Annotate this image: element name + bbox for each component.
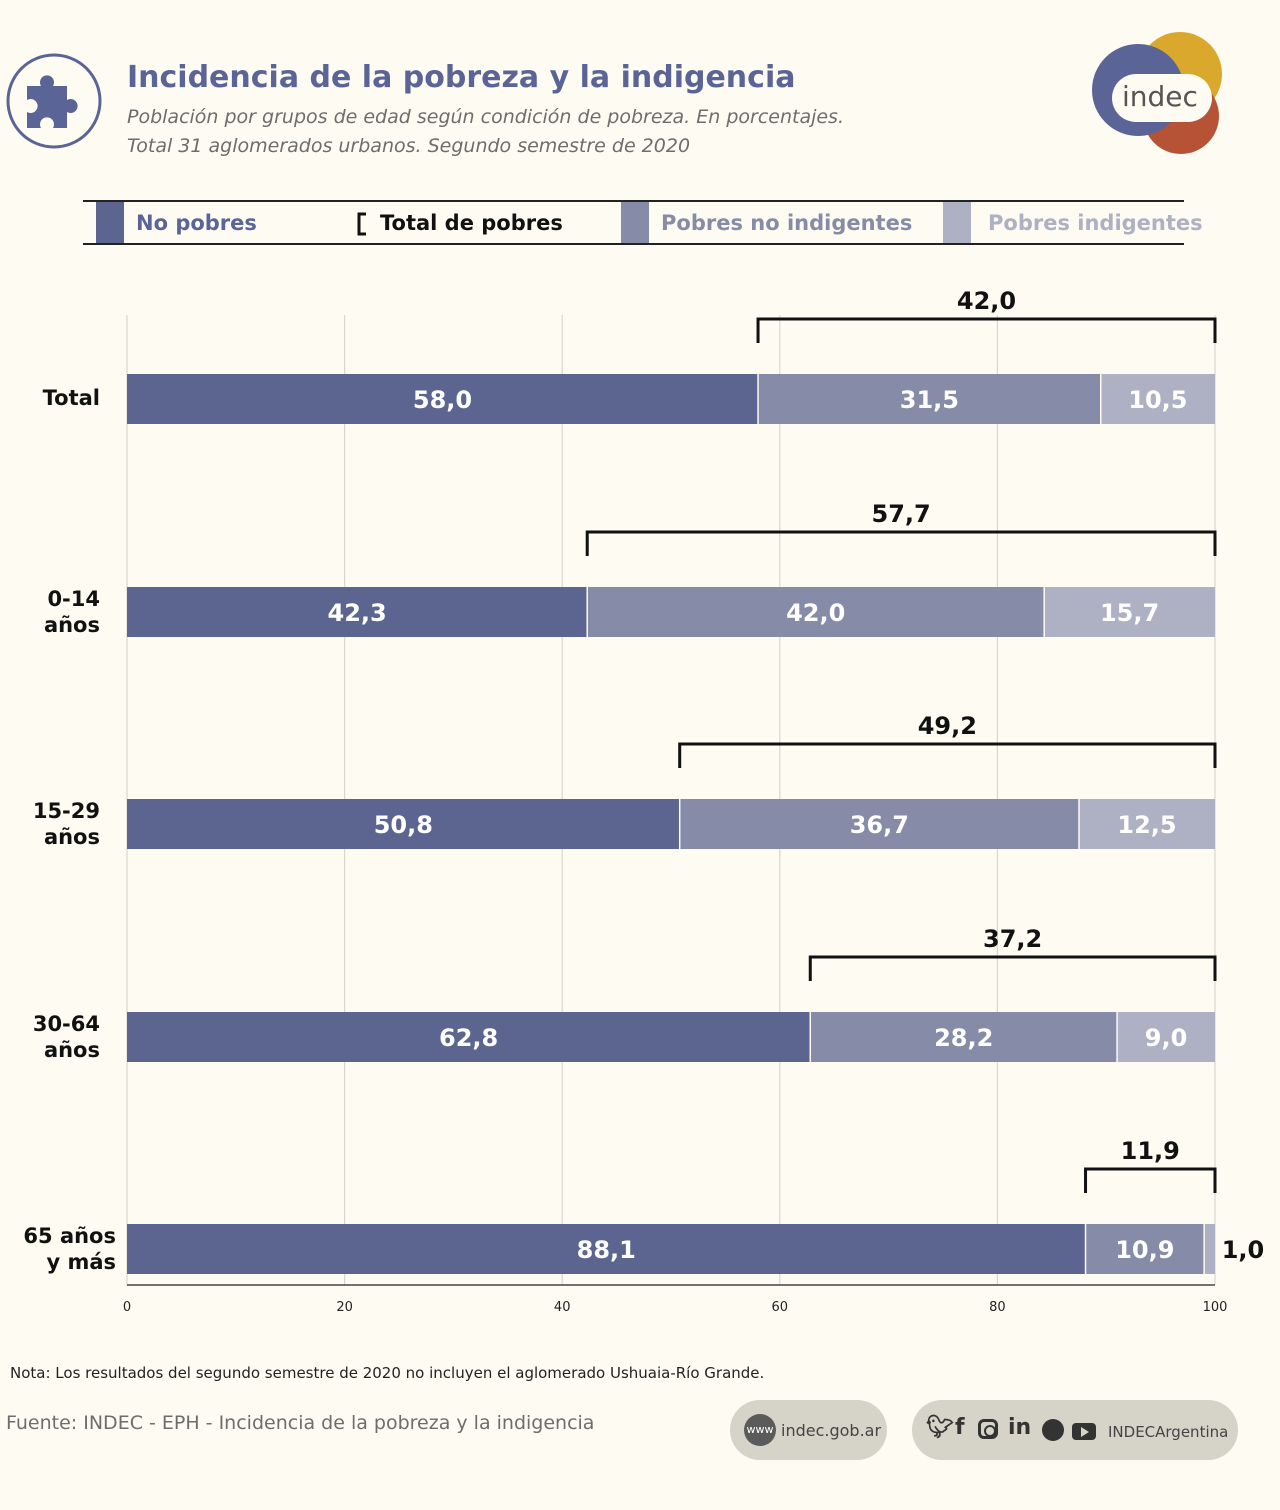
indec-logo-text: indec [1122,80,1198,113]
bar-pobres-no-indigentes-3 [810,1012,1118,1062]
twitter-icon[interactable]: 🐦︎ [926,1415,954,1440]
category-label-3-0: 30-64 [33,1012,100,1036]
legend-swatch-pobres-no-indigentes [621,202,649,243]
category-label-1-0: 0-14 [47,587,100,611]
bar-no-pobres-0 [127,374,759,424]
category-label-4-0: 65 años [23,1224,116,1248]
spotify-icon[interactable] [1042,1419,1064,1441]
data-label-pobres-no-indigentes-4: 10,9 [1115,1236,1174,1264]
indec-logo: indec [1088,30,1228,160]
legend-swatch-no-pobres [96,202,124,243]
data-label-pobres-indigentes-2: 12,5 [1117,811,1176,839]
bar-pobres-indigentes-3 [1117,1012,1215,1062]
x-tick-label-80: 80 [989,1300,1006,1315]
data-label-no-pobres-3: 62,8 [439,1024,498,1052]
data-label-pobres-indigentes-0: 10,5 [1128,386,1187,414]
total-label-2: 49,2 [918,712,977,740]
footnote: Nota: Los resultados del segundo semestr… [10,1364,765,1382]
social-handle: INDECArgentina [1108,1423,1229,1441]
data-label-pobres-no-indigentes-0: 31,5 [900,386,959,414]
bar-pobres-indigentes-1 [1044,587,1215,637]
legend-label-pobres-indigentes: Pobres indigentes [988,211,1203,235]
total-label-4: 11,9 [1121,1137,1180,1165]
legend: No pobres Total de pobres Pobres no indi… [83,200,1203,245]
legend-swatch-pobres-indigentes [943,202,971,243]
bar-no-pobres-2 [127,799,680,849]
category-label-3-1: años [44,1038,100,1062]
data-label-pobres-indigentes-4: 1,0 [1222,1236,1265,1264]
website-text: indec.gob.ar [781,1421,882,1440]
total-label-0: 42,0 [957,287,1016,315]
total-bracket-1 [585,530,1217,556]
data-label-no-pobres-4: 88,1 [577,1236,636,1264]
bar-no-pobres-3 [127,1012,811,1062]
total-bracket-4 [1084,1167,1217,1193]
bar-pobres-indigentes-4 [1204,1224,1215,1274]
social-links: 🐦︎ f in INDECArgentina [912,1400,1238,1460]
puzzle-icon [6,53,102,149]
x-tick-label-0: 0 [123,1300,131,1315]
source-text: Fuente: INDEC - EPH - Incidencia de la p… [6,1412,595,1434]
stacked-bar-chart: 0 20 40 60 80 100 58,0 31,5 10,5 42,0 Total 42,3 42,… [23,287,1265,1315]
puzzle-logo [5,52,103,150]
data-label-pobres-no-indigentes-2: 36,7 [850,811,909,839]
instagram-icon[interactable] [978,1419,998,1439]
total-bracket-2 [678,742,1217,768]
category-label-2-0: 15-29 [33,799,100,823]
x-tick-label-100: 100 [1203,1300,1228,1315]
bar-pobres-no-indigentes-0 [758,374,1101,424]
legend-label-no-pobres: No pobres [136,211,257,235]
data-label-no-pobres-0: 58,0 [413,386,472,414]
category-label-4-1: y más [46,1250,116,1274]
total-bracket-0 [756,317,1217,343]
bar-pobres-no-indigentes-2 [679,799,1079,849]
page-title: Incidencia de la pobreza y la indigencia [127,60,796,95]
subtitle-line-2: Total 31 aglomerados urbanos. Segundo se… [127,135,691,157]
total-label-3: 37,2 [983,925,1042,953]
data-label-no-pobres-2: 50,8 [374,811,433,839]
data-label-no-pobres-1: 42,3 [328,599,387,627]
bar-pobres-indigentes-2 [1079,799,1215,849]
data-label-pobres-no-indigentes-1: 42,0 [786,599,845,627]
youtube-icon[interactable] [1072,1423,1096,1440]
data-label-pobres-indigentes-3: 9,0 [1145,1024,1188,1052]
category-label-2-1: años [44,825,100,849]
legend-label-total-pobres: Total de pobres [380,211,563,235]
legend-label-pobres-no-indigentes: Pobres no indigentes [661,211,913,235]
subtitle-line-1: Población por grupos de edad según condi… [127,106,844,128]
website-link[interactable]: www indec.gob.ar [730,1400,887,1460]
facebook-icon[interactable]: f [955,1415,965,1440]
linkedin-icon[interactable]: in [1008,1415,1032,1440]
category-label-1-1: años [44,613,100,637]
total-label-1: 57,7 [872,500,931,528]
x-tick-label-40: 40 [554,1300,571,1315]
x-tick-label-60: 60 [772,1300,789,1315]
total-bracket-3 [808,955,1217,981]
data-label-pobres-no-indigentes-3: 28,2 [934,1024,993,1052]
bar-pobres-indigentes-0 [1100,374,1215,424]
bar-pobres-no-indigentes-4 [1085,1224,1205,1274]
data-label-pobres-indigentes-1: 15,7 [1100,599,1159,627]
bar-pobres-no-indigentes-1 [587,587,1045,637]
www-icon: www [744,1414,776,1446]
bracket-icon [357,212,366,236]
category-label-0-0: Total [43,386,100,410]
x-tick-label-20: 20 [336,1300,353,1315]
bar-no-pobres-4 [127,1224,1086,1274]
bar-no-pobres-1 [127,587,588,637]
